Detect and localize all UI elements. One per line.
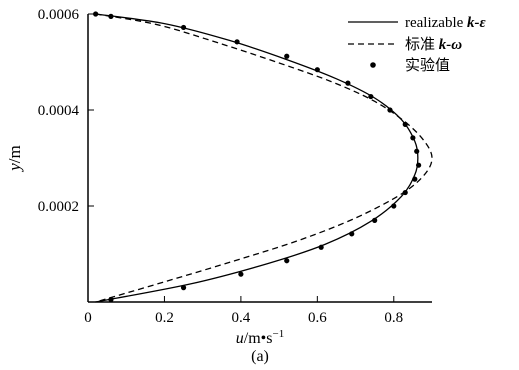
experiment-point [416, 162, 422, 168]
legend-label-experiment: 实验值 [405, 57, 450, 74]
legend-label-realizable-text: realizable [405, 15, 467, 31]
experiment-point [412, 176, 418, 182]
x-axis-label-unit: /m•s [244, 330, 273, 347]
experiment-point [387, 107, 393, 113]
x-tick-label: 0.4 [232, 310, 251, 326]
experiment-point [372, 217, 378, 223]
legend-label-realizable-math: k-ε [467, 15, 486, 31]
y-tick-label: 0.0006 [38, 7, 80, 23]
legend-swatch-point [370, 62, 376, 68]
x-tick-label: 0.6 [308, 310, 327, 326]
experiment-point [314, 67, 320, 73]
x-axis-label-var: u [236, 330, 244, 347]
experiment-point [402, 121, 408, 127]
y-axis-label: y/m [5, 145, 24, 173]
experiment-point [349, 231, 355, 237]
experiment-point [234, 39, 240, 45]
x-tick-label: 0 [84, 310, 92, 326]
y-axis-label-var: y [5, 163, 24, 173]
x-axis-label-exp: −1 [273, 328, 285, 340]
experiment-point [108, 13, 114, 19]
experiment-point [318, 244, 324, 250]
experiment-point [180, 285, 187, 291]
experiment-point [180, 24, 187, 31]
experiment-point [345, 80, 351, 86]
experiment-point [284, 53, 290, 59]
x-tick-label: 0.2 [155, 310, 174, 326]
experiment-point [238, 271, 244, 277]
x-axis-label: u/m•s−1 [236, 328, 284, 347]
realizable-k-epsilon-curve [95, 13, 419, 303]
y-tick-label: 0.0004 [38, 103, 80, 119]
legend-label-standard: 标准 k-ω [405, 36, 462, 53]
experiment-point [414, 148, 420, 154]
series-group [93, 11, 433, 303]
standard-k-omega-curve [95, 13, 433, 303]
experiment-point [108, 297, 114, 303]
y-tick-label: 0.0002 [38, 199, 79, 215]
legend-label-realizable: realizable k-ε [405, 15, 487, 31]
legend-label-standard-math: k-ω [439, 37, 462, 53]
legend-label-standard-text: 标准 [405, 36, 439, 53]
experiment-point [368, 93, 374, 100]
ticks: 0 0.2 0.4 0.6 0.8 0.0002 0.0004 0.0006 [38, 7, 403, 326]
x-tick-label: 0.8 [384, 310, 403, 326]
experiment-point [93, 11, 99, 17]
y-axis-label-unit: /m [5, 145, 24, 163]
experiment-point [284, 258, 290, 264]
experiment-point [410, 135, 416, 141]
experiment-point [402, 189, 408, 196]
figure-caption: (a) [251, 348, 269, 365]
legend: realizable k-ε 标准 k-ω 实验值 [348, 15, 487, 74]
experiment-point [391, 203, 397, 209]
